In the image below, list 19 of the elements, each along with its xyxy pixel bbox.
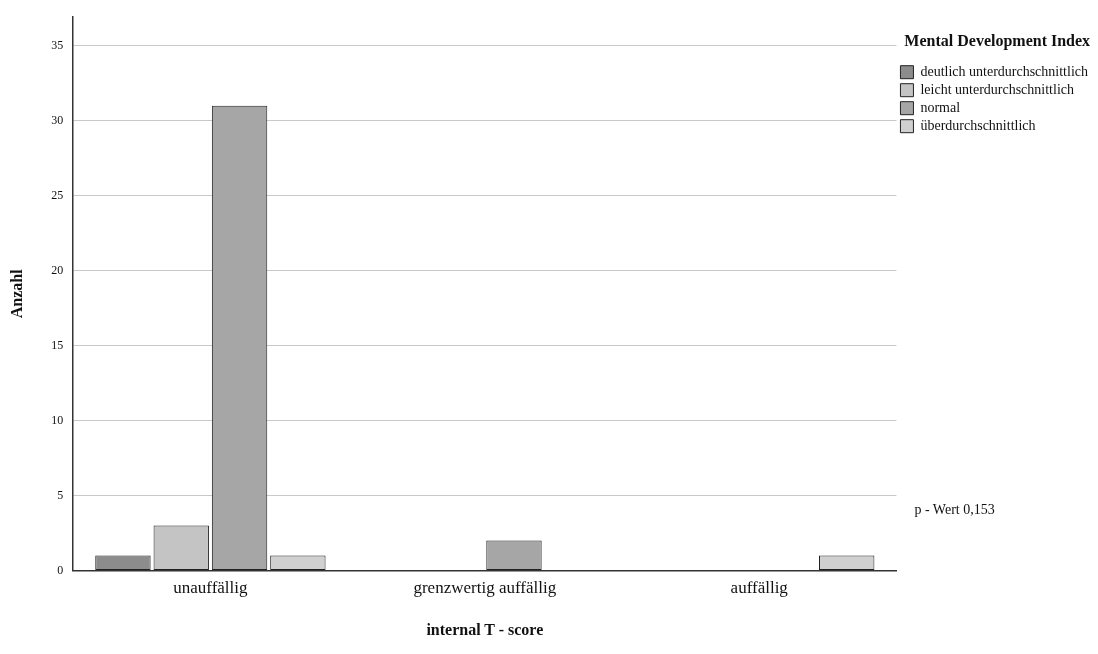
y-tick-label: 30 xyxy=(51,112,64,127)
legend-label: normal xyxy=(920,99,961,115)
x-tick-label: unauffällig xyxy=(173,578,249,598)
y-axis-title: Anzahl xyxy=(7,268,25,319)
x-axis-title: internal T - score xyxy=(426,620,544,638)
x-tick-label: grenzwertig auffällig xyxy=(413,578,557,598)
legend-label: deutlich unterdurchschnittlich xyxy=(920,63,1088,79)
legend-title: Mental Development Index xyxy=(904,32,1091,51)
y-tick-label: 15 xyxy=(51,337,64,352)
y-tick-label: 25 xyxy=(51,187,64,202)
y-tick-label: 0 xyxy=(57,562,64,577)
legend-label: leicht unterdurchschnittlich xyxy=(920,81,1074,97)
legend-label: überdurchschnittlich xyxy=(920,117,1036,133)
y-tick-label: 5 xyxy=(57,487,64,502)
x-tick-label: auffällig xyxy=(730,578,789,598)
y-tick-label: 10 xyxy=(51,412,64,427)
y-tick-label: 20 xyxy=(51,262,64,277)
text: p - Wert 0,153 xyxy=(914,502,995,518)
y-tick-label: 35 xyxy=(51,37,64,52)
